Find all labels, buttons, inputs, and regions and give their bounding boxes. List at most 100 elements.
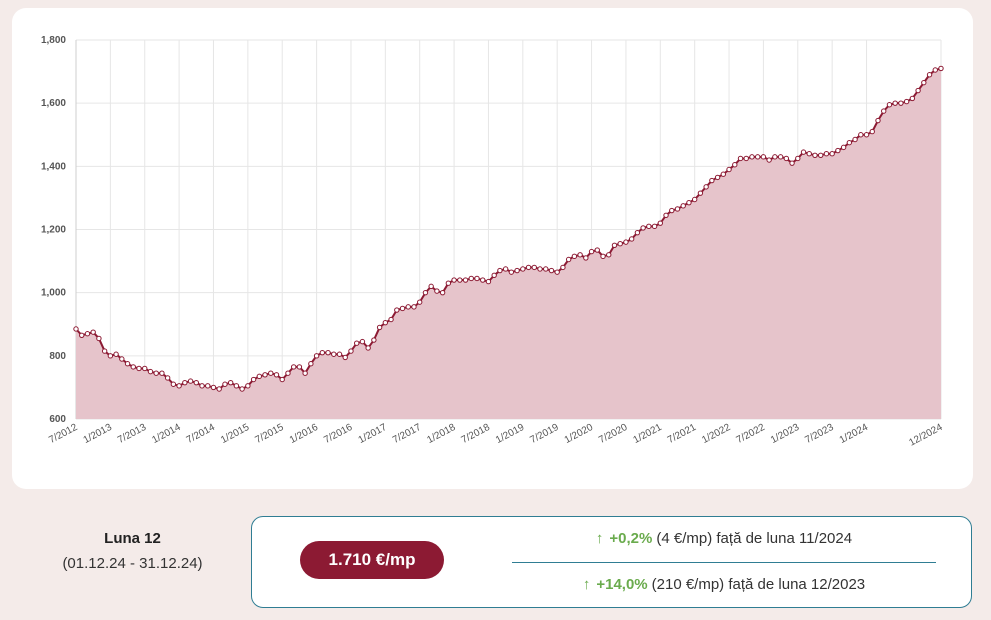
data-point — [153, 370, 159, 376]
data-point — [308, 361, 314, 367]
data-point — [520, 266, 526, 272]
data-point — [508, 269, 515, 275]
price-badge: 1.710 €/mp — [300, 541, 444, 579]
data-point — [915, 87, 921, 94]
data-point — [806, 151, 812, 157]
y-tick-label: 600 — [49, 414, 66, 425]
data-point — [588, 248, 595, 255]
data-point — [107, 353, 114, 359]
data-point — [818, 152, 824, 158]
x-tick-label: 1/2016 — [288, 422, 321, 446]
data-point — [142, 365, 148, 372]
data-point — [210, 384, 217, 391]
data-point — [548, 267, 555, 274]
data-point — [743, 155, 749, 162]
data-point — [434, 288, 440, 294]
data-point — [932, 67, 938, 73]
arrow-up-icon: ↑ — [582, 576, 591, 593]
data-point — [766, 157, 772, 163]
period-range: (01.12.24 - 31.12.24) — [62, 555, 203, 572]
year-change-abs: (210 €/mp) — [651, 576, 725, 593]
x-tick-label: 7/2016 — [322, 422, 355, 446]
data-point — [90, 329, 96, 335]
data-point — [754, 154, 761, 160]
data-point — [101, 348, 108, 354]
data-point — [130, 364, 136, 370]
year-change-text: față de luna 12/2023 — [728, 576, 866, 593]
data-point — [113, 351, 119, 357]
data-point — [863, 132, 870, 138]
data-point — [611, 242, 618, 248]
data-point — [606, 252, 612, 258]
data-point — [800, 149, 807, 155]
data-point — [73, 326, 79, 332]
data-point — [846, 139, 853, 146]
data-point — [222, 381, 228, 387]
data-point — [353, 340, 360, 346]
x-tick-label: 7/2019 — [528, 422, 561, 446]
data-point — [394, 307, 400, 313]
data-point — [262, 372, 268, 378]
x-tick-label: 1/2024 — [838, 422, 871, 446]
data-point — [491, 272, 497, 278]
data-point — [480, 277, 486, 283]
data-point — [256, 373, 263, 380]
period-title: Luna 12 — [104, 530, 161, 547]
data-point — [268, 370, 274, 376]
x-tick-label: 7/2020 — [597, 422, 630, 446]
data-point — [239, 386, 245, 392]
data-point — [331, 351, 337, 357]
x-tick-label: 1/2017 — [357, 422, 390, 446]
data-point — [869, 128, 875, 135]
data-point — [124, 361, 131, 367]
data-point — [136, 365, 142, 372]
data-point — [399, 305, 406, 312]
y-tick-label: 1,800 — [41, 35, 66, 46]
data-point — [600, 253, 606, 260]
y-tick-label: 1,400 — [41, 161, 66, 172]
x-tick-label: 1/2018 — [425, 422, 458, 446]
x-tick-label: 12/2024 — [907, 422, 944, 449]
data-point — [651, 223, 658, 230]
data-point — [657, 220, 664, 226]
y-tick-label: 800 — [49, 351, 66, 362]
data-point — [227, 379, 234, 386]
data-point — [474, 275, 480, 282]
data-point — [302, 370, 308, 376]
y-tick-label: 1,200 — [41, 225, 66, 236]
summary-card: 1.710 €/mp ↑ +0,2% (4 €/mp) față de luna 1… — [251, 516, 972, 608]
data-point — [732, 162, 738, 168]
data-point — [119, 356, 125, 362]
x-tick-label: 7/2021 — [666, 422, 699, 446]
data-point — [205, 383, 211, 389]
year-change-percent: +14,0% — [596, 576, 648, 593]
data-point — [417, 299, 423, 305]
data-point — [342, 354, 348, 361]
data-point — [313, 353, 320, 359]
data-point — [199, 383, 205, 389]
data-point — [485, 278, 492, 285]
x-tick-label: 7/2012 — [47, 422, 80, 446]
data-point — [359, 338, 366, 345]
data-point — [823, 151, 830, 157]
data-point — [749, 154, 755, 160]
data-point — [233, 383, 240, 389]
data-point — [571, 253, 578, 260]
x-tick-label: 1/2021 — [632, 422, 665, 446]
data-point — [623, 239, 629, 245]
data-point — [537, 266, 543, 272]
x-tick-label: 1/2020 — [563, 422, 596, 446]
data-point — [898, 100, 904, 106]
month-change-row: ↑ +0,2% (4 €/mp) față de luna 11/2024 — [512, 530, 936, 547]
data-point — [674, 206, 681, 212]
month-change-text: față de luna 11/2024 — [716, 530, 853, 547]
arrow-up-icon: ↑ — [595, 530, 604, 547]
data-point — [445, 280, 452, 286]
data-point — [829, 151, 835, 157]
data-point — [691, 196, 698, 203]
data-point — [170, 381, 177, 387]
data-point — [451, 277, 457, 283]
y-tick-label: 1,600 — [41, 98, 66, 109]
data-point — [462, 277, 469, 283]
